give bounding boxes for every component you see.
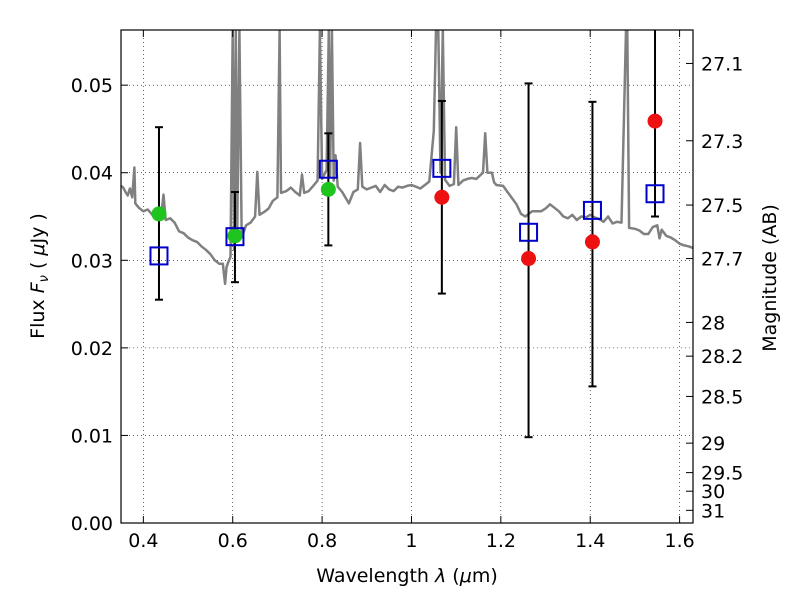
observed-point: [320, 181, 336, 197]
magnitude-tick-label: 28.5: [701, 386, 743, 408]
model-photometry-point: [582, 200, 602, 220]
x-tick-label: 0.6: [218, 530, 248, 552]
observed-point: [584, 234, 600, 250]
model-photometry-point: [645, 184, 665, 204]
magnitude-tick-label: 28.2: [701, 346, 743, 368]
data-markers: [149, 113, 665, 267]
x-tick-label: 0.4: [128, 530, 158, 552]
observed-point: [647, 113, 663, 129]
magnitude-tick-label: 27.3: [701, 131, 743, 153]
magnitude-tick-label: 27.1: [701, 53, 743, 75]
grid: [121, 30, 693, 523]
y-tick-label: 0.05: [71, 75, 113, 97]
model-photometry-point: [225, 227, 245, 247]
model-photometry-point: [318, 159, 338, 179]
magnitude-tick-label: 29: [701, 433, 725, 455]
y-tick-label: 0.02: [71, 338, 113, 360]
x-axis-label: Wavelength λ (μm): [316, 565, 497, 587]
magnitude-tick-label: 31: [701, 500, 725, 522]
x-tick-label: 1: [405, 530, 417, 552]
observed-point: [434, 189, 450, 205]
x-tick-label: 1.6: [664, 530, 694, 552]
magnitude-tick-label: 28: [701, 312, 725, 334]
y-tick-label: 0.01: [71, 425, 113, 447]
y-tick-label: 0.00: [71, 513, 113, 535]
magnitude-tick-label: 27.7: [701, 249, 743, 271]
model-sed-line: [121, 30, 693, 286]
x-tick-label: 1.4: [575, 530, 605, 552]
model-photometry-point: [519, 222, 539, 242]
model-photometry-point: [149, 246, 169, 266]
model-photometry-point: [432, 158, 452, 178]
plot-frame: [120, 29, 694, 524]
y-axis-label: Flux Fν ( μJy ): [27, 213, 52, 339]
observed-point: [151, 206, 167, 222]
x-tick-label: 0.8: [307, 530, 337, 552]
magnitude-axis-label: Magnitude (AB): [759, 204, 781, 352]
magnitude-tick-label: 30: [701, 481, 725, 503]
magnitude-tick-label: 29.5: [701, 463, 743, 485]
y-tick-label: 0.03: [71, 250, 113, 272]
observed-point: [521, 251, 537, 267]
y-tick-label: 0.04: [71, 163, 113, 185]
plot-area: [121, 30, 693, 523]
x-tick-label: 1.2: [486, 530, 516, 552]
axis-ticks: 0.4 0.6 0.8 1 1.2 1.4 1.6 0.00 0.01 0.02 0.03 0.04 0…: [71, 30, 743, 552]
magnitude-tick-label: 27.5: [701, 195, 743, 217]
observed-point: [227, 228, 243, 244]
